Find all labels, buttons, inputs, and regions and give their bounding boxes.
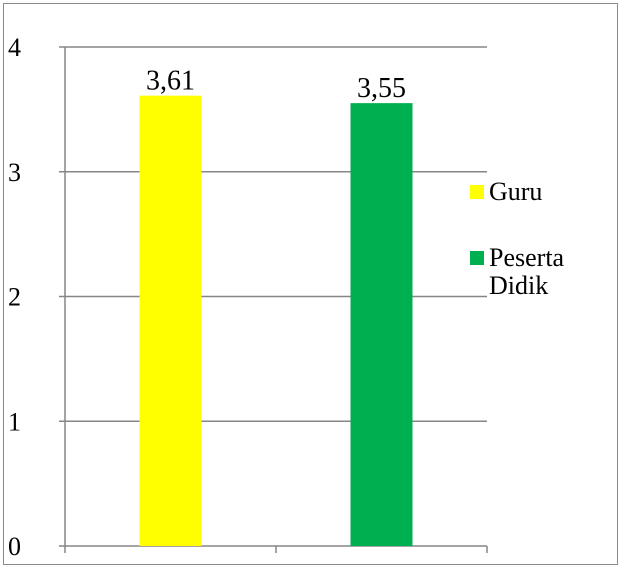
- legend-swatch-peserta-didik: [470, 251, 484, 265]
- legend-item-peserta-didik: Peserta Didik: [470, 244, 615, 300]
- legend-swatch-guru: [470, 185, 484, 199]
- y-tick-label-4: 4: [8, 33, 21, 62]
- y-tick-label-3: 3: [8, 158, 21, 187]
- legend-label-guru: Guru: [489, 177, 543, 206]
- bar-peserta-didik: [350, 103, 413, 546]
- y-tick-label-2: 2: [8, 283, 21, 312]
- chart-frame: [3, 3, 618, 565]
- y-tick-label-0: 0: [8, 532, 21, 561]
- legend-label-peserta-didik: Peserta Didik: [489, 243, 565, 300]
- bar-guru: [139, 95, 202, 546]
- legend-item-guru: Guru: [470, 178, 615, 206]
- y-tick-label-1: 1: [8, 407, 21, 436]
- data-label-peserta-didik: 3,55: [357, 73, 406, 104]
- chart-legend: Guru Peserta Didik: [470, 178, 615, 338]
- data-label-guru: 3,61: [146, 66, 195, 97]
